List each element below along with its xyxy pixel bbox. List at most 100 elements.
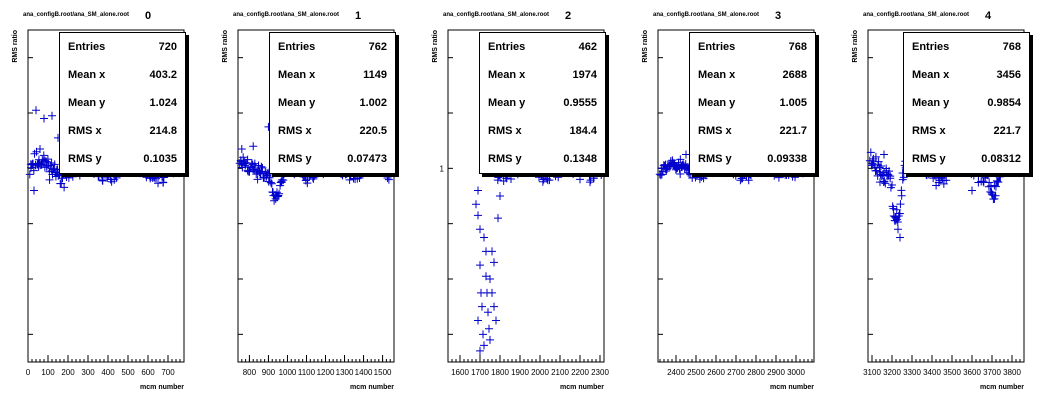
stats-value: 0.1035 bbox=[143, 153, 177, 165]
x-axis-title: mcm number bbox=[560, 384, 604, 391]
data-point bbox=[876, 162, 885, 171]
stats-label: Entries bbox=[278, 41, 316, 53]
data-point bbox=[894, 225, 902, 234]
stats-label: RMS y bbox=[278, 153, 312, 165]
stats-value: 768 bbox=[1002, 41, 1021, 53]
pad-number-3: 3 bbox=[775, 10, 782, 22]
stats-label: RMS x bbox=[912, 125, 946, 137]
stats-box-2: Entries 462 Mean x 1974 Mean y 0.9555 RMS x… bbox=[479, 32, 606, 174]
x-tick-label: 2200 bbox=[571, 368, 589, 377]
stats-label: Mean y bbox=[912, 97, 950, 109]
stats-label: Mean x bbox=[488, 69, 526, 81]
data-point bbox=[43, 155, 52, 164]
stats-row-mean-x: Mean x 1149 bbox=[270, 61, 395, 88]
data-point bbox=[480, 341, 488, 350]
stats-label: RMS y bbox=[68, 153, 102, 165]
data-point bbox=[253, 175, 262, 184]
stats-row-rms-y: RMS y 0.09338 bbox=[690, 145, 815, 172]
x-tick-label: 1900 bbox=[511, 368, 529, 377]
data-point bbox=[886, 174, 895, 183]
data-point bbox=[257, 162, 266, 171]
pad-1: ana_configB.root/ana_SM_alone.root 1 Ent… bbox=[210, 0, 420, 407]
data-point bbox=[154, 179, 163, 188]
x-tick-label: 2100 bbox=[551, 368, 569, 377]
data-point bbox=[791, 173, 800, 182]
x-tick-label: 500 bbox=[121, 368, 135, 377]
stats-row-entries: Entries 762 bbox=[270, 33, 395, 60]
stats-value: 0.07473 bbox=[347, 153, 387, 165]
data-point bbox=[897, 191, 906, 200]
stats-label: Mean y bbox=[488, 97, 526, 109]
x-tick-label: 1400 bbox=[355, 368, 373, 377]
stats-label: RMS y bbox=[488, 153, 522, 165]
stats-label: Mean x bbox=[912, 69, 950, 81]
data-point bbox=[994, 178, 1003, 187]
stats-label: Entries bbox=[68, 41, 106, 53]
data-point bbox=[889, 204, 898, 213]
data-point bbox=[880, 177, 889, 186]
stats-value: 720 bbox=[158, 41, 177, 53]
data-point bbox=[586, 178, 594, 187]
data-point bbox=[270, 196, 279, 205]
x-tick-label: 2700 bbox=[727, 368, 745, 377]
stats-value: 1149 bbox=[363, 69, 387, 81]
x-axis-title: mcm number bbox=[350, 384, 394, 391]
stats-row-rms-x: RMS x 184.4 bbox=[480, 117, 605, 144]
x-tick-label: 1100 bbox=[298, 368, 316, 377]
pad-0: ana_configB.root/ana_SM_alone.root 0 Ent… bbox=[0, 0, 210, 407]
data-point bbox=[32, 106, 40, 115]
stats-value: 0.08312 bbox=[981, 153, 1021, 165]
stats-label: RMS y bbox=[912, 153, 946, 165]
data-point bbox=[985, 178, 994, 187]
data-point bbox=[885, 167, 894, 176]
data-point bbox=[979, 177, 988, 186]
data-point bbox=[682, 150, 690, 159]
data-point bbox=[987, 189, 996, 198]
stats-row-rms-y: RMS y 0.1035 bbox=[60, 145, 185, 172]
x-tick-label: 900 bbox=[262, 368, 276, 377]
data-point bbox=[896, 233, 904, 242]
x-tick-label: 100 bbox=[41, 368, 55, 377]
data-point bbox=[486, 335, 494, 344]
pad-number-0: 0 bbox=[145, 10, 152, 22]
x-tick-label: 1700 bbox=[471, 368, 489, 377]
pad-2: ana_configB.root/ana_SM_alone.root 2 Ent… bbox=[420, 0, 630, 407]
data-point bbox=[345, 175, 354, 184]
x-tick-label: 200 bbox=[61, 368, 75, 377]
data-point bbox=[36, 144, 44, 153]
data-point bbox=[484, 308, 492, 317]
data-point bbox=[258, 163, 267, 172]
x-tick-label: 1300 bbox=[336, 368, 354, 377]
file-title-4: ana_configB.root/ana_SM_alone.root bbox=[863, 12, 970, 18]
pad-4: ana_configB.root/ana_SM_alone.root 4 Ent… bbox=[840, 0, 1050, 407]
data-point bbox=[991, 191, 1000, 200]
data-point bbox=[480, 233, 488, 242]
data-point bbox=[265, 173, 274, 182]
stats-row-rms-x: RMS x 221.7 bbox=[690, 117, 815, 144]
y-axis-title: RMS ratio bbox=[222, 30, 229, 63]
stats-value: 184.4 bbox=[569, 125, 597, 137]
data-point bbox=[545, 176, 554, 185]
stats-label: Mean x bbox=[698, 69, 736, 81]
data-point bbox=[159, 173, 168, 182]
data-point bbox=[490, 302, 498, 311]
data-point bbox=[476, 346, 484, 355]
data-point bbox=[39, 158, 48, 167]
data-point bbox=[874, 157, 883, 166]
stats-value: 462 bbox=[578, 41, 597, 53]
stats-row-mean-y: Mean y 1.002 bbox=[270, 89, 395, 116]
stats-box-1: Entries 762 Mean x 1149 Mean y 1.002 RMS x 2… bbox=[269, 32, 396, 174]
data-point bbox=[490, 258, 498, 267]
data-point bbox=[896, 200, 905, 209]
stats-label: Entries bbox=[912, 41, 950, 53]
stats-row-rms-x: RMS x 214.8 bbox=[60, 117, 185, 144]
data-point bbox=[40, 114, 48, 123]
stats-row-rms-y: RMS y 0.1348 bbox=[480, 145, 605, 172]
data-point bbox=[507, 175, 516, 184]
stats-value: 0.9555 bbox=[563, 97, 597, 109]
stats-row-mean-x: Mean x 1974 bbox=[480, 61, 605, 88]
stats-label: Mean x bbox=[68, 69, 106, 81]
data-point bbox=[662, 167, 671, 176]
data-point bbox=[474, 186, 482, 195]
file-title-3: ana_configB.root/ana_SM_alone.root bbox=[653, 12, 760, 18]
